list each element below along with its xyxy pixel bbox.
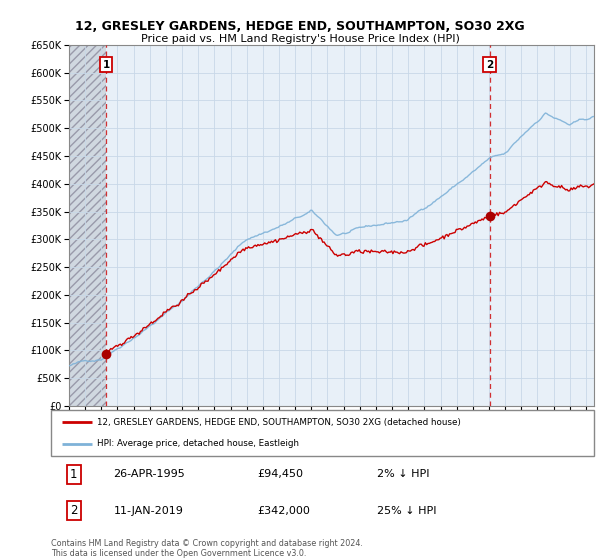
Text: 1: 1 bbox=[70, 468, 77, 481]
Text: 2% ↓ HPI: 2% ↓ HPI bbox=[377, 469, 430, 479]
Text: 26-APR-1995: 26-APR-1995 bbox=[113, 469, 185, 479]
Text: 12, GRESLEY GARDENS, HEDGE END, SOUTHAMPTON, SO30 2XG (detached house): 12, GRESLEY GARDENS, HEDGE END, SOUTHAMP… bbox=[97, 418, 461, 427]
Text: 11-JAN-2019: 11-JAN-2019 bbox=[113, 506, 184, 516]
Text: £342,000: £342,000 bbox=[257, 506, 310, 516]
Text: £94,450: £94,450 bbox=[257, 469, 304, 479]
Text: Contains HM Land Registry data © Crown copyright and database right 2024.
This d: Contains HM Land Registry data © Crown c… bbox=[51, 539, 363, 558]
FancyBboxPatch shape bbox=[51, 410, 594, 456]
Text: 1: 1 bbox=[103, 60, 110, 69]
Text: Price paid vs. HM Land Registry's House Price Index (HPI): Price paid vs. HM Land Registry's House … bbox=[140, 34, 460, 44]
Text: 12, GRESLEY GARDENS, HEDGE END, SOUTHAMPTON, SO30 2XG: 12, GRESLEY GARDENS, HEDGE END, SOUTHAMP… bbox=[75, 20, 525, 32]
Text: HPI: Average price, detached house, Eastleigh: HPI: Average price, detached house, East… bbox=[97, 440, 299, 449]
Text: 2: 2 bbox=[486, 60, 493, 69]
Text: 25% ↓ HPI: 25% ↓ HPI bbox=[377, 506, 436, 516]
Text: 2: 2 bbox=[70, 504, 77, 517]
